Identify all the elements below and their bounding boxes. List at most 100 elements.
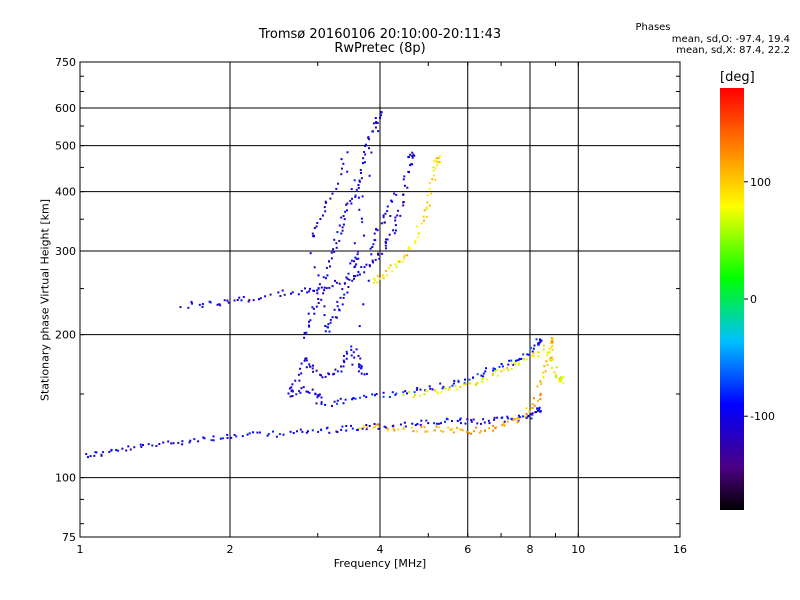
data-point (125, 449, 128, 452)
data-point (562, 376, 565, 379)
data-point (363, 271, 366, 274)
data-point (297, 293, 300, 296)
data-point (309, 319, 312, 322)
data-point (411, 422, 414, 425)
data-point (419, 388, 422, 391)
data-point (494, 369, 496, 372)
data-point (360, 177, 363, 180)
data-point (433, 422, 436, 425)
data-point (550, 366, 553, 369)
data-point (325, 287, 328, 290)
data-point (436, 164, 439, 167)
data-point (311, 306, 314, 309)
data-point (210, 439, 213, 442)
data-point (315, 402, 318, 405)
data-point (102, 451, 104, 454)
data-point (203, 437, 206, 440)
data-point (298, 390, 301, 393)
data-point (337, 182, 339, 185)
data-point (498, 365, 501, 368)
data-point (311, 367, 314, 370)
data-point (343, 282, 346, 285)
data-point (307, 430, 309, 433)
data-point (459, 417, 462, 420)
data-point (494, 427, 497, 430)
data-point (341, 167, 343, 170)
data-point (408, 171, 410, 174)
data-point (521, 415, 524, 418)
data-point (454, 385, 457, 387)
data-point (444, 420, 446, 423)
data-point (241, 435, 244, 438)
data-point (290, 292, 292, 295)
data-point (361, 221, 364, 224)
data-point (432, 169, 435, 172)
data-point (382, 216, 385, 219)
data-point (517, 363, 520, 366)
data-point (142, 444, 144, 446)
data-point (343, 293, 346, 296)
data-point (402, 193, 404, 196)
data-point (449, 428, 452, 431)
data-point (540, 339, 543, 342)
data-point (375, 423, 378, 426)
data-point (332, 248, 335, 251)
data-point (259, 297, 262, 300)
data-point (240, 299, 243, 302)
data-point (435, 425, 438, 428)
data-point (395, 193, 398, 196)
data-point (353, 277, 355, 280)
data-point (402, 394, 405, 397)
data-point (363, 151, 366, 153)
data-point (324, 330, 327, 333)
data-point (530, 417, 533, 420)
data-point (470, 432, 473, 435)
data-point (381, 252, 384, 255)
data-point (385, 274, 388, 277)
data-point (291, 383, 294, 386)
data-point (493, 368, 496, 370)
data-point (305, 331, 308, 334)
data-point (377, 130, 380, 133)
data-point (412, 153, 415, 156)
data-point (439, 382, 442, 385)
data-point (299, 367, 302, 370)
data-point (403, 257, 405, 260)
data-point (338, 282, 341, 285)
data-point (481, 377, 484, 380)
data-point (391, 270, 394, 273)
x-tick-label: 4 (377, 543, 384, 556)
data-point (492, 367, 495, 370)
data-point (539, 398, 542, 401)
data-point (555, 376, 558, 379)
data-point (303, 336, 306, 339)
x-tick-label: 1 (77, 543, 84, 556)
data-point (536, 385, 539, 388)
data-point (202, 436, 205, 439)
data-point (383, 221, 386, 224)
data-point (482, 375, 484, 378)
data-point (451, 384, 454, 387)
data-point (360, 217, 363, 220)
data-point (452, 431, 455, 434)
data-point (413, 154, 416, 157)
data-point (384, 240, 387, 243)
data-point (198, 303, 201, 306)
data-point (351, 279, 354, 282)
data-point (363, 426, 365, 428)
data-point (472, 430, 475, 433)
data-point (252, 299, 255, 302)
data-point (402, 391, 405, 394)
data-point (368, 147, 370, 150)
data-point (297, 373, 300, 376)
data-point (537, 351, 539, 354)
data-point (427, 422, 430, 425)
data-point (395, 392, 398, 395)
data-point (503, 424, 506, 427)
data-point (309, 287, 311, 290)
data-point (338, 309, 341, 312)
data-point (340, 370, 343, 373)
data-point (319, 218, 322, 220)
data-point (392, 427, 395, 430)
data-point (435, 159, 438, 162)
